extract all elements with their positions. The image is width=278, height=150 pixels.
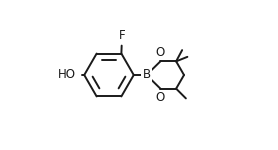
- Text: O: O: [155, 91, 164, 104]
- Text: HO: HO: [58, 69, 76, 81]
- Text: O: O: [155, 46, 164, 59]
- Text: F: F: [119, 29, 125, 42]
- Text: B: B: [142, 69, 151, 81]
